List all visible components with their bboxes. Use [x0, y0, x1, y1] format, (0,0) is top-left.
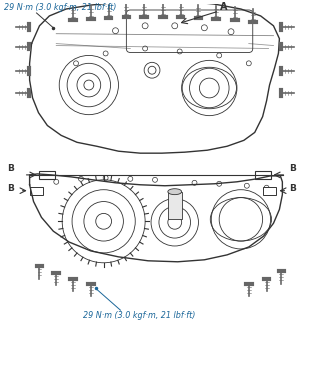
Ellipse shape	[168, 189, 182, 195]
Text: B: B	[7, 184, 14, 193]
Bar	[263, 187, 277, 195]
Text: 29 N·m (3.0 kgf·m, 21 lbf·ft): 29 N·m (3.0 kgf·m, 21 lbf·ft)	[4, 3, 116, 12]
Bar	[29, 187, 43, 195]
Text: B: B	[7, 164, 14, 173]
Text: B: B	[289, 164, 296, 173]
Text: 29 N·m (3.0 kgf·m, 21 lbf·ft): 29 N·m (3.0 kgf·m, 21 lbf·ft)	[83, 311, 195, 320]
Bar	[255, 171, 271, 179]
Text: B: B	[289, 184, 296, 193]
Bar	[39, 171, 55, 179]
Bar	[168, 192, 182, 219]
Text: A: A	[220, 2, 228, 12]
